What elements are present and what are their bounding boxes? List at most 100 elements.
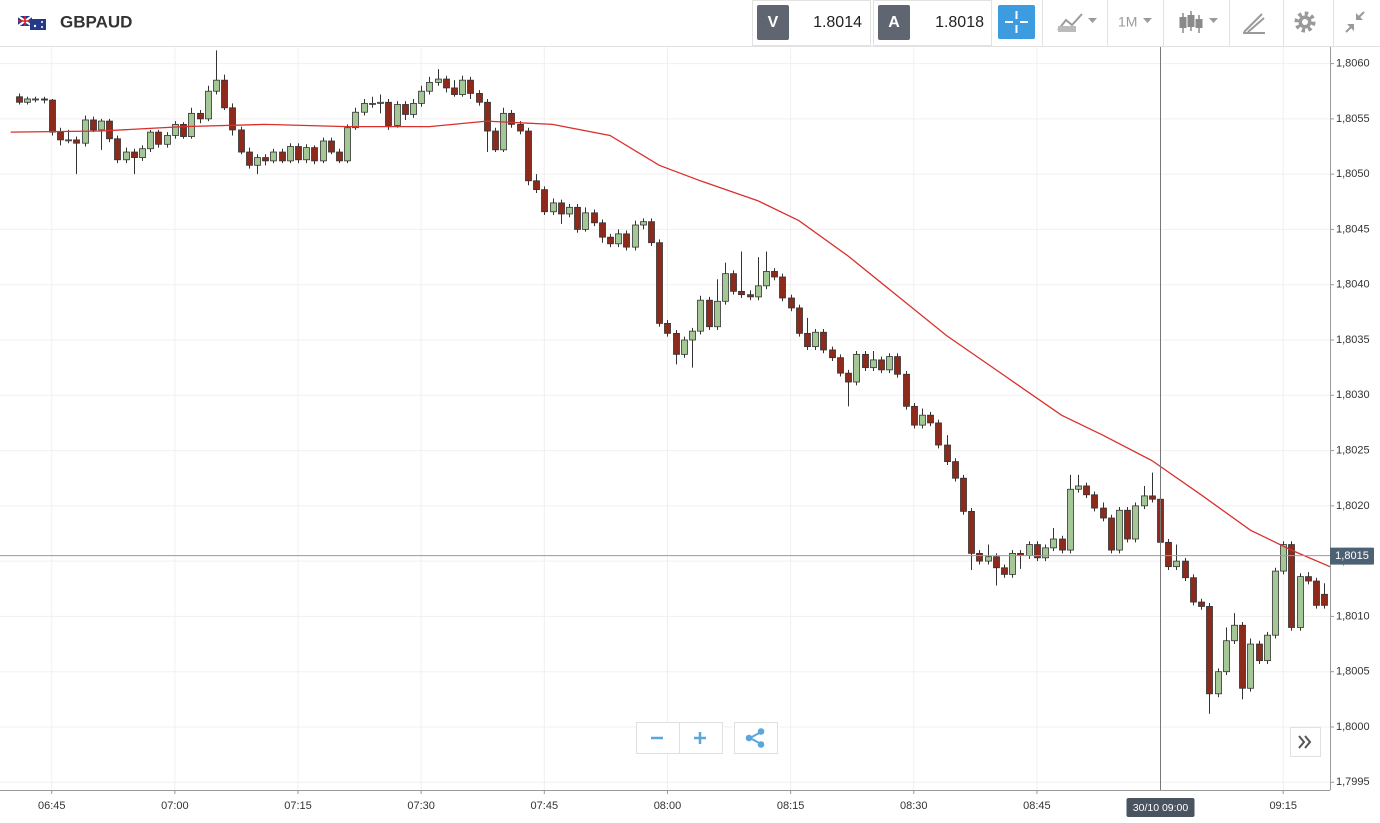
x-tick-label: 07:00: [161, 800, 189, 812]
candle-body: [262, 157, 269, 162]
candle-body: [139, 148, 146, 158]
candle-body: [492, 130, 499, 151]
collapse-button[interactable]: [1345, 11, 1365, 33]
candle-body: [993, 556, 1000, 569]
y-tick-label: 1,8055: [1336, 113, 1370, 125]
candle-body: [65, 139, 72, 142]
candle-body: [845, 372, 852, 383]
candle-body: [435, 78, 442, 83]
candle-body: [804, 332, 811, 348]
candle-body: [508, 112, 515, 125]
candle-body: [1001, 567, 1008, 575]
share-button[interactable]: [734, 722, 778, 754]
candle-body: [336, 151, 343, 162]
candle-body: [410, 102, 417, 115]
candle-body: [878, 359, 885, 371]
candle-body: [1075, 485, 1082, 490]
flag: [17, 15, 46, 30]
candle-body: [1124, 509, 1131, 540]
candle-body: [1059, 538, 1066, 551]
candle-body: [394, 104, 401, 126]
draw-button[interactable]: [1243, 13, 1265, 34]
candle-body: [837, 357, 844, 374]
x-tick-label: 06:45: [38, 800, 66, 812]
zoom-in[interactable]: [694, 732, 706, 744]
scroll-end-button[interactable]: [1290, 727, 1321, 757]
candle-body: [246, 151, 253, 166]
y-tick-label: 1,8035: [1336, 334, 1370, 346]
candle-body: [1141, 495, 1148, 507]
candle-body: [927, 414, 934, 424]
candle-body: [451, 87, 458, 95]
sell-label: V: [768, 14, 779, 31]
crosshair-button[interactable]: [998, 5, 1035, 39]
settings-button[interactable]: [1294, 11, 1316, 33]
chart-type-button[interactable]: [1057, 13, 1097, 32]
candle-body: [623, 233, 630, 248]
candle-body: [1042, 547, 1049, 559]
candle-body: [1272, 570, 1279, 636]
timeframe[interactable]: 1M: [1118, 14, 1137, 30]
candle-body: [1132, 505, 1139, 540]
y-tick-label: 1,8050: [1336, 168, 1370, 180]
candle-body: [476, 93, 483, 103]
x-tick-label: 09:15: [1269, 800, 1297, 812]
candle-body: [985, 556, 992, 562]
candle-button[interactable]: [1179, 11, 1219, 33]
candle-body: [1288, 544, 1295, 628]
candle-body: [1313, 580, 1320, 606]
candle-body: [525, 130, 532, 182]
candle-body: [270, 151, 277, 162]
candle-body: [615, 233, 622, 245]
candle-body: [1215, 671, 1222, 695]
candle-body: [558, 202, 565, 215]
candle-body: [73, 139, 80, 144]
candle-body: [771, 271, 778, 278]
x-tick-label: 07:45: [531, 800, 559, 812]
y-tick-label: 1,8030: [1336, 389, 1370, 401]
candle-body: [738, 290, 745, 296]
candle-body: [385, 101, 392, 126]
candle-body: [1116, 509, 1123, 551]
buy-box[interactable]: [873, 0, 992, 46]
candle-body: [722, 273, 729, 302]
candle-body: [443, 78, 450, 89]
candle-body: [197, 112, 204, 120]
candle-body: [656, 242, 663, 324]
candle-body: [960, 477, 967, 512]
sell-box[interactable]: [752, 0, 871, 46]
sell-price: 1.8014: [813, 14, 862, 31]
candle-body: [903, 373, 910, 407]
candle-body: [328, 140, 335, 153]
candle-body: [16, 96, 23, 103]
candle-body: [632, 224, 639, 248]
grid: [0, 47, 1330, 790]
timeframe-caret: [1143, 18, 1152, 23]
candle-body: [1206, 606, 1213, 695]
candle-body: [1067, 488, 1074, 551]
candle-body: [32, 98, 39, 101]
candle-body: [1231, 624, 1238, 642]
candle-body: [1149, 495, 1156, 500]
buy-label: A: [888, 14, 900, 31]
scroll-end-icon: [1298, 735, 1312, 749]
candle-body: [320, 140, 327, 162]
candle-body: [229, 107, 236, 131]
buy-badge[interactable]: [878, 5, 910, 40]
candle-body: [681, 339, 688, 355]
x-tick-label: 08:30: [900, 800, 928, 812]
candle-body: [1009, 552, 1016, 575]
sell-badge[interactable]: [757, 5, 789, 40]
candle-body: [155, 131, 162, 145]
candle-body: [1091, 494, 1098, 509]
candle-body: [361, 102, 368, 113]
crosshair-label: 30/10 09:00: [1133, 802, 1189, 814]
y-tick-label: 1,7995: [1336, 776, 1370, 788]
y-tick-label: 1,8005: [1336, 666, 1370, 678]
candle-body: [714, 300, 721, 328]
candle-body: [533, 180, 540, 191]
candle-body: [788, 297, 795, 309]
candle-body: [57, 131, 64, 141]
x-tick-label: 07:15: [284, 800, 312, 812]
symbol: GBPAUD: [60, 12, 132, 31]
